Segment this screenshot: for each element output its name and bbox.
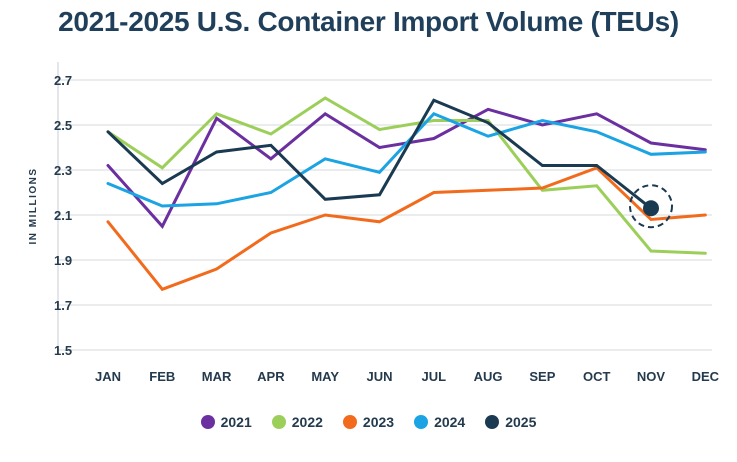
- highlight-marker: [629, 184, 673, 229]
- x-tick-label: MAR: [202, 369, 232, 384]
- legend-marker: [271, 415, 286, 429]
- y-tick-label: 2.7: [54, 73, 72, 88]
- legend-label: 2024: [434, 414, 466, 430]
- series-line-2023: [106, 166, 707, 292]
- legend-label: 2025: [505, 414, 537, 430]
- legend-item-2025: 2025: [485, 414, 536, 430]
- highlight-point: [643, 200, 659, 217]
- y-axis-ticks: 2.7 2.5 2.3 2.1 1.9 1.7 1.5: [54, 73, 72, 358]
- series-line-2024: [106, 112, 707, 208]
- highlight-ring: [629, 184, 673, 229]
- y-tick-label: 2.3: [54, 163, 72, 178]
- series-lines: [106, 96, 707, 292]
- legend-marker: [200, 415, 215, 429]
- y-axis-label: IN MILLIONS: [28, 167, 39, 244]
- x-tick-label: JUL: [422, 369, 447, 384]
- x-tick-label: SEP: [529, 369, 555, 384]
- legend-marker: [414, 415, 429, 429]
- y-tick-label: 2.1: [54, 208, 72, 223]
- legend-item-2023: 2023: [342, 414, 395, 430]
- series-line-2025: [106, 98, 653, 210]
- legend-marker: [342, 415, 357, 429]
- x-tick-label: OCT: [583, 369, 611, 384]
- legend-item-2022: 2022: [271, 414, 323, 430]
- x-tick-label: JAN: [95, 369, 121, 384]
- line-chart: 2.7 2.5 2.3 2.1 1.9 1.7 1.5 JAN FEB MAR APR MAY JUN…: [28, 62, 720, 384]
- x-tick-label: DEC: [692, 369, 720, 384]
- legend-label: 2022: [291, 414, 323, 430]
- x-axis-ticks: JAN FEB MAR APR MAY JUN JUL AUG SEP OCT NOV DEC: [95, 369, 720, 384]
- y-tick-label: 1.5: [54, 343, 72, 358]
- x-tick-label: JUN: [366, 369, 392, 384]
- x-tick-label: AUG: [474, 369, 503, 384]
- y-tick-label: 2.5: [54, 118, 72, 133]
- legend-item-2021: 2021: [200, 414, 252, 430]
- chart-title: 2021-2025 U.S. Container Import Volume (…: [58, 6, 679, 37]
- y-tick-label: 1.7: [54, 298, 72, 313]
- y-tick-label: 1.9: [54, 253, 72, 268]
- x-tick-label: FEB: [149, 369, 175, 384]
- x-tick-label: NOV: [637, 369, 666, 384]
- legend-label: 2021: [220, 414, 252, 430]
- legend-label: 2023: [362, 414, 395, 430]
- legend-marker: [485, 415, 500, 429]
- legend-item-2024: 2024: [414, 414, 465, 430]
- series-line-2022: [106, 96, 707, 255]
- x-tick-label: MAY: [311, 369, 339, 384]
- x-tick-label: APR: [257, 369, 285, 384]
- legend: 2021 2022 2023 2024 2025: [0, 414, 737, 430]
